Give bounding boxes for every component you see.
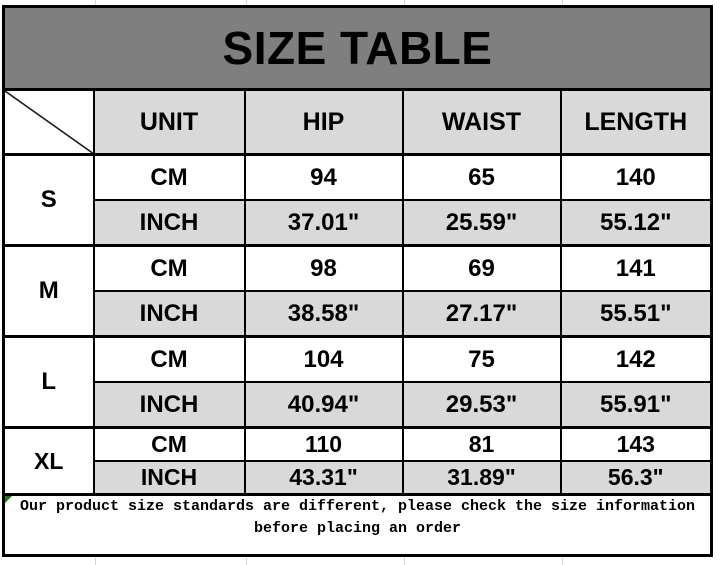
size-table: SIZE TABLE UNIT HIP WAIST LENGTH S CM 94… — [2, 5, 713, 557]
cell-s-cm-length: 140 — [559, 153, 713, 201]
cell-s-inch-unit: INCH — [92, 199, 246, 247]
row-m-inch: INCH 38.58" 27.17" 55.51" — [4, 290, 713, 338]
table-title: SIZE TABLE — [2, 5, 713, 91]
cell-l-cm-length: 142 — [559, 335, 713, 383]
diagonal-line — [5, 91, 92, 152]
cell-l-cm-waist: 75 — [401, 335, 562, 383]
cell-xl-cm-length: 143 — [559, 426, 713, 462]
cell-m-cm-waist: 69 — [401, 244, 562, 292]
cell-s-cm-waist: 65 — [401, 153, 562, 201]
cell-m-cm-length: 141 — [559, 244, 713, 292]
note-line-2: before placing an order — [253, 520, 462, 537]
cell-s-inch-waist: 25.59" — [401, 199, 562, 247]
cell-xl-cm-unit: CM — [92, 426, 246, 462]
size-label-xl: XL — [2, 426, 95, 496]
cell-xl-inch-length: 56.3" — [559, 460, 713, 496]
cell-m-cm-unit: CM — [92, 244, 246, 292]
gridline-stub — [95, 557, 96, 565]
diagonal-header-cell — [2, 88, 95, 156]
cell-l-inch-hip: 40.94" — [243, 381, 404, 429]
row-s-inch: INCH 37.01" 25.59" 55.12" — [4, 199, 713, 247]
gridline-stub — [404, 557, 405, 565]
cell-l-cm-hip: 104 — [243, 335, 404, 383]
cell-l-inch-waist: 29.53" — [401, 381, 562, 429]
cell-s-cm-hip: 94 — [243, 153, 404, 201]
cell-m-inch-hip: 38.58" — [243, 290, 404, 338]
gridline-stub — [246, 0, 247, 5]
gridline-stub — [562, 0, 563, 5]
size-label-m: M — [2, 244, 95, 338]
column-header-length: LENGTH — [559, 88, 713, 156]
cell-m-inch-length: 55.51" — [559, 290, 713, 338]
size-label-l: L — [2, 335, 95, 429]
cell-xl-inch-hip: 43.31" — [243, 460, 404, 496]
row-xl-inch: INCH 43.31" 31.89" 56.3" — [4, 460, 713, 496]
cell-xl-inch-unit: INCH — [92, 460, 246, 496]
header-row: UNIT HIP WAIST LENGTH — [2, 88, 713, 156]
note-cell: Our product size standards are different… — [2, 493, 713, 557]
row-s-cm: S CM 94 65 140 — [2, 153, 713, 247]
cell-m-inch-waist: 27.17" — [401, 290, 562, 338]
cell-xl-inch-waist: 31.89" — [401, 460, 562, 496]
gridline-stub — [404, 0, 405, 5]
cell-xl-cm-waist: 81 — [401, 426, 562, 462]
row-xl-cm: XL CM 110 81 143 — [2, 426, 713, 496]
cell-s-cm-unit: CM — [92, 153, 246, 201]
title-row: SIZE TABLE — [2, 5, 713, 91]
cell-m-cm-hip: 98 — [243, 244, 404, 292]
column-header-waist: WAIST — [401, 88, 562, 156]
column-header-unit: UNIT — [92, 88, 246, 156]
gridline-stub — [562, 557, 563, 565]
note-row: Our product size standards are different… — [2, 493, 713, 557]
row-l-inch: INCH 40.94" 29.53" 55.91" — [4, 381, 713, 429]
cell-m-inch-unit: INCH — [92, 290, 246, 338]
row-m-cm: M CM 98 69 141 — [2, 244, 713, 338]
cell-s-inch-length: 55.12" — [559, 199, 713, 247]
cell-l-inch-length: 55.91" — [559, 381, 713, 429]
cell-xl-cm-hip: 110 — [243, 426, 404, 462]
column-header-hip: HIP — [243, 88, 404, 156]
size-label-s: S — [2, 153, 95, 247]
gridline-stub — [95, 0, 96, 5]
gridline-stub — [246, 557, 247, 565]
row-l-cm: L CM 104 75 142 — [2, 335, 713, 429]
note-line-1: Our product size standards are different… — [19, 498, 696, 516]
cell-l-inch-unit: INCH — [92, 381, 246, 429]
cell-corner-marker — [5, 496, 12, 503]
cell-s-inch-hip: 37.01" — [243, 199, 404, 247]
cell-l-cm-unit: CM — [92, 335, 246, 383]
